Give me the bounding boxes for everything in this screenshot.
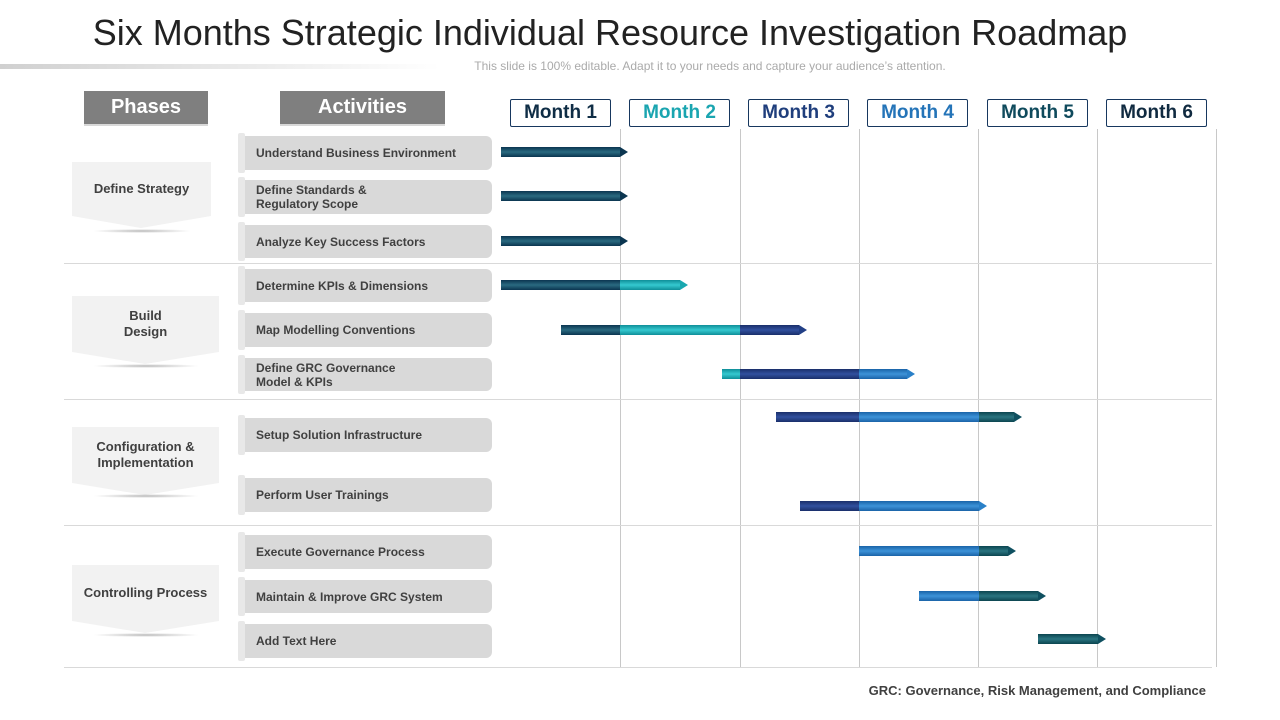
gantt-bar-segment bbox=[721, 369, 740, 379]
phase-shadow bbox=[92, 633, 200, 637]
gantt-bar-segment bbox=[501, 280, 621, 290]
gantt-bar-segment bbox=[978, 546, 1009, 556]
gantt-bar-segment bbox=[739, 325, 800, 335]
phase-define-strategy: Define Strategy bbox=[72, 162, 211, 216]
activity-label: Map Modelling Conventions bbox=[256, 323, 416, 337]
month-4-header: Month 4 bbox=[867, 99, 968, 127]
gantt-bar bbox=[501, 191, 629, 201]
phase-arrow bbox=[72, 352, 219, 364]
gantt-bar bbox=[560, 325, 808, 335]
grid-vline bbox=[859, 129, 860, 667]
gantt-bar-segment bbox=[859, 501, 979, 511]
activity-label: Add Text Here bbox=[256, 634, 337, 648]
activity-item: Determine KPIs & Dimensions bbox=[238, 266, 492, 305]
grid-vline bbox=[1097, 129, 1098, 667]
grid-hline bbox=[64, 667, 1212, 668]
gantt-bar-segment bbox=[859, 369, 907, 379]
phase-configuration-implementation: Configuration & Implementation bbox=[72, 427, 219, 483]
activity-item: Analyze Key Success Factors bbox=[238, 222, 492, 261]
page-title: Six Months Strategic Individual Resource… bbox=[92, 12, 1128, 53]
gantt-bar-segment bbox=[859, 412, 979, 422]
gantt-bar bbox=[799, 501, 987, 511]
month-1-header: Month 1 bbox=[510, 99, 611, 127]
gantt-bar-arrowhead bbox=[620, 191, 629, 201]
activity-item: Setup Solution Infrastructure bbox=[238, 415, 492, 455]
activity-label: Perform User Trainings bbox=[256, 488, 389, 502]
gantt-bar-arrowhead bbox=[1014, 412, 1023, 422]
phases-header: Phases bbox=[84, 91, 208, 126]
activity-label: Define GRC Governance Model & KPIs bbox=[256, 360, 396, 389]
gantt-bar-segment bbox=[978, 591, 1039, 601]
decorative-line bbox=[0, 64, 440, 69]
activity-label: Maintain & Improve GRC System bbox=[256, 589, 443, 604]
activity-item: Execute Governance Process bbox=[238, 532, 492, 572]
activity-label: Analyze Key Success Factors bbox=[256, 234, 426, 249]
month-6-header: Month 6 bbox=[1106, 99, 1207, 127]
gantt-bar-arrowhead bbox=[680, 280, 689, 290]
activity-item: Understand Business Environment bbox=[238, 133, 492, 173]
grid-vline bbox=[978, 129, 979, 667]
gantt-bar bbox=[501, 280, 689, 290]
activity-item: Perform User Trainings bbox=[238, 475, 492, 515]
gantt-bar bbox=[1038, 634, 1106, 644]
activity-label: Setup Solution Infrastructure bbox=[256, 428, 423, 442]
page-subtitle: This slide is 100% editable. Adapt it to… bbox=[474, 59, 946, 73]
gantt-bar-arrowhead bbox=[620, 236, 629, 246]
phase-arrow bbox=[72, 216, 211, 228]
gantt-bar bbox=[859, 546, 1017, 556]
phase-arrow bbox=[72, 621, 219, 633]
phase-shadow bbox=[92, 494, 200, 498]
gantt-bar-segment bbox=[775, 412, 860, 422]
gantt-bar bbox=[721, 369, 915, 379]
phase-arrow bbox=[72, 483, 219, 495]
gantt-bar-segment bbox=[620, 325, 740, 335]
gantt-bar-segment bbox=[799, 501, 860, 511]
activity-item: Map Modelling Conventions bbox=[238, 310, 492, 350]
gantt-bar bbox=[918, 591, 1047, 601]
gantt-bar bbox=[501, 236, 629, 246]
gantt-bar-arrowhead bbox=[906, 369, 915, 379]
gantt-bar-arrowhead bbox=[978, 501, 987, 511]
activities-header: Activities bbox=[280, 91, 445, 126]
activity-item: Add Text Here bbox=[238, 621, 492, 661]
activity-label: Understand Business Environment bbox=[256, 146, 457, 160]
gantt-bar bbox=[775, 412, 1023, 422]
gantt-bar-segment bbox=[620, 280, 681, 290]
gantt-bar-segment bbox=[739, 369, 860, 379]
phase-build-design: Build Design bbox=[72, 296, 219, 352]
month-2-header: Month 2 bbox=[629, 99, 730, 127]
gantt-bar-arrowhead bbox=[799, 325, 808, 335]
grid-hline bbox=[64, 525, 1212, 526]
gantt-bar-segment bbox=[1038, 634, 1098, 644]
grid-hline bbox=[64, 399, 1212, 400]
footnote: GRC: Governance, Risk Management, and Co… bbox=[868, 683, 1206, 698]
phase-shadow bbox=[92, 364, 200, 368]
gantt-bar-segment bbox=[918, 591, 979, 601]
grid-vline bbox=[620, 129, 621, 667]
activity-label: Define Standards & Regulatory Scope bbox=[256, 183, 367, 211]
activity-item: Maintain & Improve GRC System bbox=[238, 577, 492, 616]
grid-vline bbox=[1216, 129, 1217, 667]
gantt-bar-segment bbox=[501, 147, 621, 157]
gantt-bar bbox=[501, 147, 629, 157]
gantt-bar-segment bbox=[501, 236, 621, 246]
phase-controlling-process: Controlling Process bbox=[72, 565, 219, 621]
activity-item: Define GRC Governance Model & KPIs bbox=[238, 355, 492, 394]
grid-hline bbox=[64, 263, 1212, 264]
month-3-header: Month 3 bbox=[748, 99, 849, 127]
gantt-bar-segment bbox=[560, 325, 621, 335]
gantt-bar-arrowhead bbox=[620, 147, 629, 157]
gantt-bar-segment bbox=[501, 191, 621, 201]
activity-item: Define Standards & Regulatory Scope bbox=[238, 177, 492, 217]
phase-shadow bbox=[92, 229, 192, 233]
activity-label: Execute Governance Process bbox=[256, 545, 425, 559]
gantt-bar-arrowhead bbox=[1038, 591, 1047, 601]
grid-vline bbox=[740, 129, 741, 667]
gantt-bar-arrowhead bbox=[1097, 634, 1106, 644]
gantt-bar-segment bbox=[978, 412, 1015, 422]
gantt-bar-segment bbox=[859, 546, 979, 556]
gantt-bar-arrowhead bbox=[1008, 546, 1017, 556]
month-5-header: Month 5 bbox=[987, 99, 1088, 127]
activity-label: Determine KPIs & Dimensions bbox=[256, 278, 429, 293]
